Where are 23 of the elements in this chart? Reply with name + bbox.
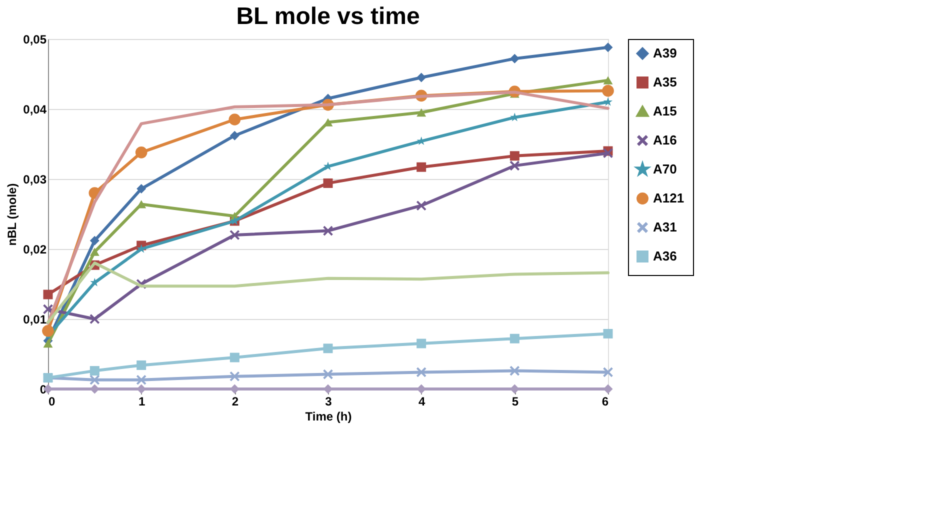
x-tick-label: 5 xyxy=(512,394,519,408)
legend-label: A16 xyxy=(653,132,677,148)
chart-title: BL mole vs time xyxy=(236,3,420,30)
legend-label: A15 xyxy=(653,104,677,118)
x-axis-title: Time (h) xyxy=(305,410,352,424)
x-tick-label: 2 xyxy=(232,394,239,408)
y-tick-label: 0,01 xyxy=(23,312,47,326)
x-tick-label: 1 xyxy=(138,394,146,408)
legend-label: A36 xyxy=(653,248,677,264)
y-axis-title: nBL (mole) xyxy=(5,183,20,246)
y-tick-label: 0,04 xyxy=(23,102,47,116)
y-tick-label: 0,05 xyxy=(23,32,47,46)
x-tick-label: 4 xyxy=(418,394,426,408)
legend-label: A121 xyxy=(653,190,684,206)
x-tick-label: 3 xyxy=(325,394,332,408)
legend-label: A35 xyxy=(653,74,677,90)
y-tick-label: 0,03 xyxy=(23,172,47,186)
legend-label: A39 xyxy=(653,46,677,60)
y-tick-label: 0,02 xyxy=(23,242,47,256)
legend-label: A70 xyxy=(653,162,677,176)
legend-label: A31 xyxy=(653,220,677,234)
x-tick-label: 6 xyxy=(602,394,609,408)
x-tick-label: 0 xyxy=(48,394,56,408)
